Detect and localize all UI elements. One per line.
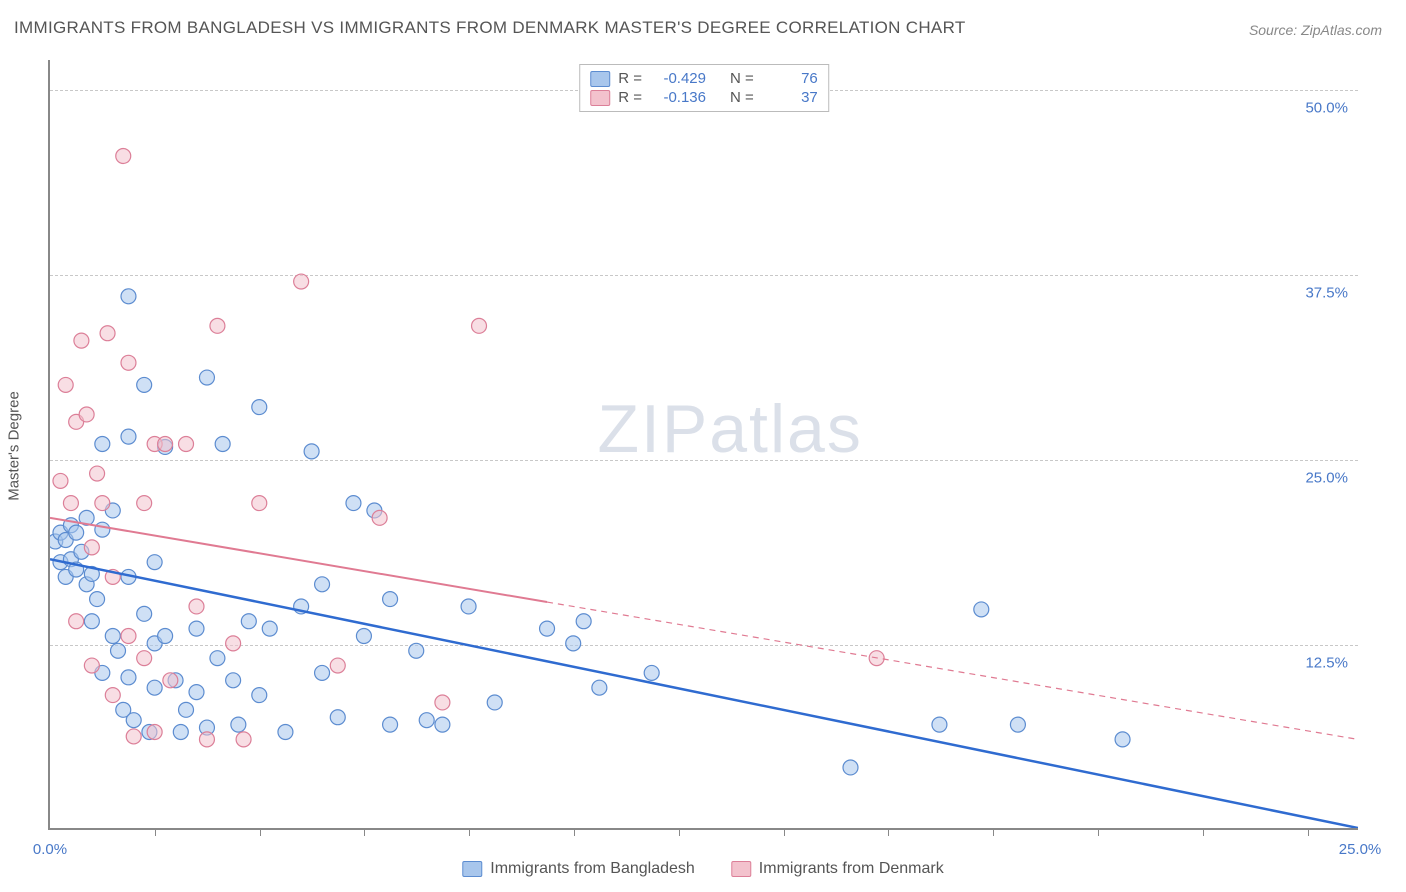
y-tick-label: 12.5% — [1305, 654, 1348, 671]
watermark: ZIPatlas — [597, 390, 862, 468]
x-tick — [364, 828, 365, 836]
legend-item-denmark: Immigrants from Denmark — [731, 860, 944, 878]
swatch-bangladesh — [590, 71, 610, 87]
source-attribution: Source: ZipAtlas.com — [1249, 22, 1382, 38]
legend-item-bangladesh: Immigrants from Bangladesh — [462, 860, 695, 878]
swatch-bangladesh — [462, 861, 482, 877]
x-tick — [574, 828, 575, 836]
r-value-denmark: -0.136 — [650, 89, 706, 106]
y-tick-label: 37.5% — [1305, 284, 1348, 301]
x-tick — [1098, 828, 1099, 836]
n-value-denmark: 37 — [762, 89, 818, 106]
x-tick — [469, 828, 470, 836]
r-value-bangladesh: -0.429 — [650, 70, 706, 87]
x-tick-label-start: 0.0% — [33, 841, 67, 858]
n-value-bangladesh: 76 — [762, 70, 818, 87]
legend-row-bangladesh: R = -0.429 N = 76 — [590, 69, 818, 88]
legend-row-denmark: R = -0.136 N = 37 — [590, 88, 818, 107]
r-label: R = — [618, 89, 642, 106]
correlation-legend: R = -0.429 N = 76 R = -0.136 N = 37 — [579, 64, 829, 112]
n-label: N = — [730, 70, 754, 87]
gridline — [50, 645, 1358, 646]
series-legend: Immigrants from Bangladesh Immigrants fr… — [462, 860, 943, 878]
x-tick-label-end: 25.0% — [1339, 841, 1382, 858]
r-label: R = — [618, 70, 642, 87]
gridline — [50, 275, 1358, 276]
plot-area: ZIPatlas R = -0.429 N = 76 R = -0.136 N … — [48, 60, 1358, 830]
swatch-denmark — [590, 90, 610, 106]
chart-title: IMMIGRANTS FROM BANGLADESH VS IMMIGRANTS… — [14, 18, 966, 38]
gridline — [50, 460, 1358, 461]
x-tick — [1203, 828, 1204, 836]
x-tick — [155, 828, 156, 836]
y-axis-label: Master's Degree — [6, 391, 23, 501]
y-tick-label: 25.0% — [1305, 469, 1348, 486]
x-tick — [679, 828, 680, 836]
swatch-denmark — [731, 861, 751, 877]
source-value: ZipAtlas.com — [1301, 22, 1382, 38]
legend-label-denmark: Immigrants from Denmark — [759, 860, 944, 878]
x-tick — [993, 828, 994, 836]
x-tick — [1308, 828, 1309, 836]
source-label: Source: — [1249, 22, 1297, 38]
x-tick — [260, 828, 261, 836]
y-tick-label: 50.0% — [1305, 99, 1348, 116]
n-label: N = — [730, 89, 754, 106]
x-tick — [784, 828, 785, 836]
x-tick — [888, 828, 889, 836]
legend-label-bangladesh: Immigrants from Bangladesh — [490, 860, 695, 878]
chart-svg — [50, 60, 1358, 828]
